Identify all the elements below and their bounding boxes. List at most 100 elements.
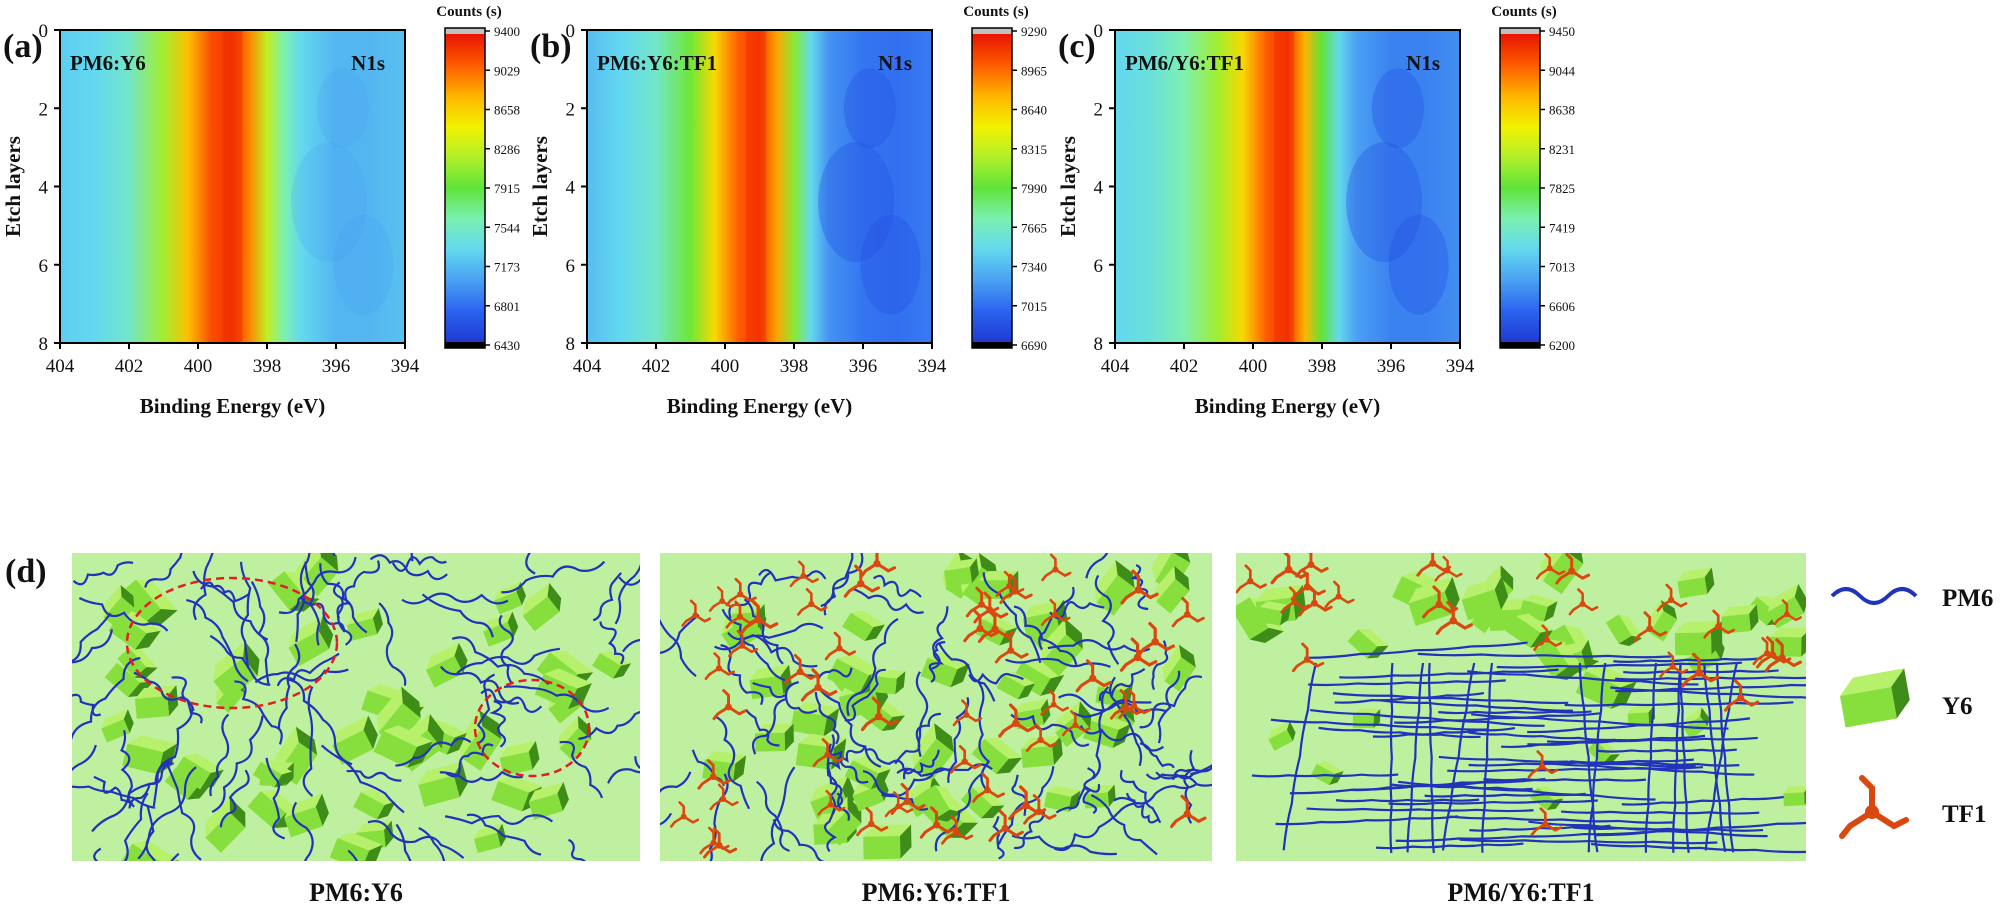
blue-wave-icon bbox=[1830, 587, 1918, 605]
y6-block bbox=[528, 781, 569, 820]
tf1-molecule bbox=[1280, 586, 1311, 614]
tf1-molecule bbox=[681, 599, 712, 627]
pm6-chain bbox=[1275, 815, 1459, 826]
colorbar-max-cap bbox=[1500, 28, 1540, 34]
y-tick-label: 0 bbox=[1094, 21, 1104, 42]
pm6-chain bbox=[1468, 758, 1694, 767]
pm6-chain bbox=[938, 643, 996, 702]
pm6-chain bbox=[745, 709, 780, 747]
pm6-chain bbox=[743, 598, 784, 665]
core-level-label: N1s bbox=[878, 51, 912, 75]
pm6-chain bbox=[320, 744, 405, 814]
tf1-molecule bbox=[669, 801, 700, 828]
pm6-chain bbox=[660, 614, 700, 689]
pm6-chain bbox=[336, 560, 380, 620]
tf1-molecule bbox=[998, 703, 1036, 738]
y-axis-label: Etch layers bbox=[1, 136, 25, 237]
y-tick-label: 6 bbox=[1094, 256, 1104, 277]
low-count-region bbox=[818, 142, 895, 263]
pm6-chain bbox=[1251, 773, 1399, 778]
y-tick-label: 8 bbox=[39, 334, 49, 355]
y-tick-label: 2 bbox=[566, 99, 576, 120]
pm6-chain bbox=[1047, 639, 1151, 653]
pm6-chain bbox=[1388, 799, 1598, 806]
colorbar-max-cap bbox=[445, 28, 485, 34]
pm6-chain bbox=[772, 819, 832, 861]
x-tick-label: 396 bbox=[322, 356, 351, 377]
scene-title: PM6:Y6 bbox=[309, 878, 403, 907]
y6-block bbox=[332, 715, 378, 765]
y6-block bbox=[120, 840, 179, 861]
tf1-molecule bbox=[952, 699, 983, 727]
y6-block bbox=[842, 610, 885, 642]
tf1-molecule bbox=[1659, 651, 1689, 678]
pm6-chain bbox=[166, 764, 202, 861]
pm6-chain bbox=[824, 792, 844, 853]
aggregation-highlight bbox=[473, 678, 591, 778]
pm6-chain bbox=[93, 847, 106, 861]
y6-block bbox=[499, 741, 540, 776]
colorbar-title: Counts (s) bbox=[1491, 4, 1556, 20]
pm6-chain bbox=[476, 673, 496, 745]
pm6-chain bbox=[1053, 802, 1143, 852]
pm6-chain bbox=[395, 823, 441, 861]
pm6-chain bbox=[501, 560, 606, 594]
x-tick-label: 400 bbox=[711, 356, 740, 377]
pm6-chain bbox=[128, 762, 174, 809]
pm6-chain bbox=[346, 769, 402, 782]
pm6-chain bbox=[1098, 667, 1146, 701]
pm6-chain bbox=[1108, 676, 1143, 767]
pm6-chain bbox=[578, 707, 640, 740]
pm6-chain bbox=[395, 737, 472, 767]
pm6-chain bbox=[568, 838, 589, 861]
tf1-molecule bbox=[1755, 636, 1792, 669]
y6-block bbox=[1783, 785, 1806, 807]
pm6-chain bbox=[72, 629, 114, 692]
tf1-molecule bbox=[1527, 750, 1559, 779]
pm6-chain bbox=[1306, 807, 1534, 813]
tf1-molecule bbox=[1298, 584, 1333, 617]
tf1-molecule bbox=[884, 791, 914, 818]
pm6-chain bbox=[277, 643, 301, 729]
pm6-chain bbox=[1309, 708, 1545, 727]
y6-block bbox=[1461, 576, 1509, 621]
colorbar-tick-label: 7544 bbox=[494, 220, 521, 235]
tf1-molecule bbox=[1171, 596, 1205, 628]
pm6-chain bbox=[844, 668, 886, 722]
pm6-chain bbox=[982, 572, 1042, 664]
pm6-chain bbox=[332, 581, 353, 646]
pm6-chain bbox=[1332, 692, 1569, 705]
schematic-legend: PM6 Y6 TF1 bbox=[1830, 585, 1993, 839]
colorbar-tick-label: 6690 bbox=[1021, 338, 1047, 353]
pm6-chain bbox=[846, 617, 899, 717]
pm6-chain bbox=[1395, 830, 1648, 843]
pm6-chain bbox=[1441, 662, 1476, 851]
tf1-molecule bbox=[1839, 775, 1909, 839]
y6-block bbox=[522, 582, 562, 632]
pm6-chain bbox=[817, 685, 882, 768]
tf1-molecule bbox=[709, 783, 739, 811]
tf1-molecule bbox=[1040, 598, 1071, 627]
colorbar-tick-label: 8286 bbox=[494, 142, 521, 157]
pm6-chain bbox=[440, 665, 520, 705]
x-tick-label: 394 bbox=[918, 356, 947, 377]
low-count-region bbox=[843, 68, 896, 149]
colorbar: 6690 7015 7340 7665 7990 8315 8640 8965 9290 Coun… bbox=[963, 4, 1047, 353]
pm6-chain bbox=[915, 671, 929, 757]
pm6-chain bbox=[133, 671, 195, 712]
x-tick-label: 400 bbox=[184, 356, 213, 377]
colorbar-title: Counts (s) bbox=[963, 4, 1028, 20]
x-tick-label: 398 bbox=[1308, 356, 1337, 377]
y-tick-label: 4 bbox=[39, 178, 49, 199]
pm6-chain bbox=[992, 816, 1005, 860]
tf1-molecule bbox=[697, 759, 731, 790]
pm6-chain bbox=[827, 746, 866, 773]
pm6-chain bbox=[1483, 778, 1647, 782]
x-axis-label: Binding Energy (eV) bbox=[140, 394, 326, 418]
pm6-chain bbox=[1090, 794, 1158, 856]
pm6-chain bbox=[1427, 662, 1435, 854]
pm6-chain bbox=[1079, 725, 1165, 752]
pm6-chain bbox=[1139, 742, 1175, 769]
peak-ridge bbox=[222, 30, 243, 343]
panel-label: (b) bbox=[530, 28, 572, 65]
